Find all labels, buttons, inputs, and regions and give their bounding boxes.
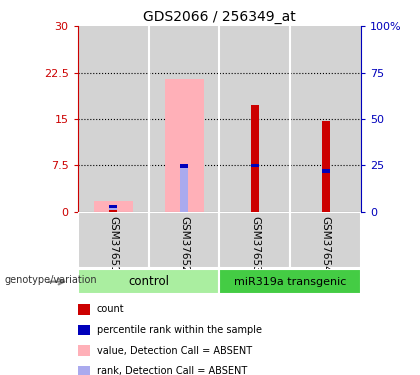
Bar [251, 105, 259, 212]
Bar [322, 170, 330, 173]
Bar [251, 164, 259, 167]
Bar [78, 26, 149, 212]
Text: count: count [97, 304, 124, 314]
Bar [220, 269, 361, 294]
Bar [109, 205, 118, 208]
Text: genotype/variation: genotype/variation [4, 275, 97, 285]
Bar [165, 79, 204, 212]
Bar [109, 206, 118, 212]
Bar [180, 166, 188, 212]
Text: GSM37654: GSM37654 [321, 216, 331, 273]
Bar [290, 212, 361, 268]
Bar [78, 269, 220, 294]
Bar [180, 164, 188, 168]
Bar [149, 26, 220, 212]
Text: GSM37652: GSM37652 [179, 216, 189, 273]
Text: GSM37651: GSM37651 [108, 216, 118, 273]
Text: miR319a transgenic: miR319a transgenic [234, 277, 346, 286]
Bar [290, 26, 361, 212]
Title: GDS2066 / 256349_at: GDS2066 / 256349_at [143, 10, 296, 24]
Bar [149, 212, 220, 268]
Bar [94, 201, 133, 212]
Text: rank, Detection Call = ABSENT: rank, Detection Call = ABSENT [97, 366, 247, 375]
Bar [220, 26, 290, 212]
Text: percentile rank within the sample: percentile rank within the sample [97, 325, 262, 335]
Bar [78, 212, 149, 268]
Text: GSM37653: GSM37653 [250, 216, 260, 273]
Text: value, Detection Call = ABSENT: value, Detection Call = ABSENT [97, 346, 252, 355]
Text: control: control [128, 275, 169, 288]
Bar [220, 212, 290, 268]
Bar [109, 210, 118, 212]
Bar [322, 121, 330, 212]
